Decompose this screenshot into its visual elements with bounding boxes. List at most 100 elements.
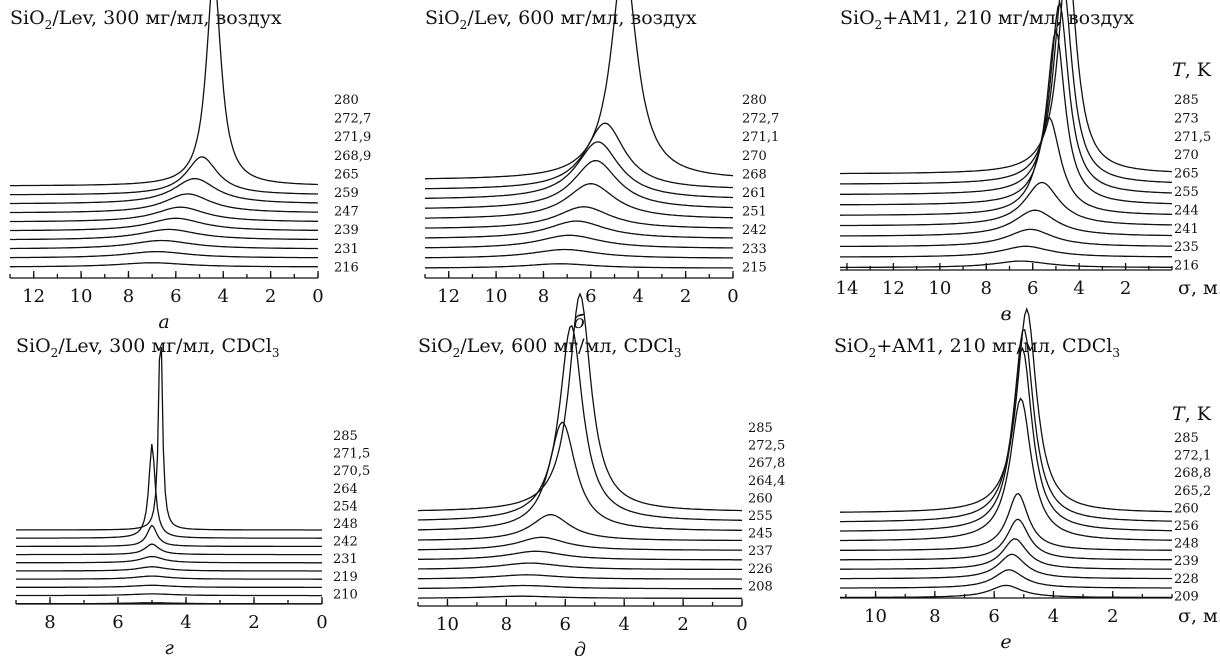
temperature-label: 272,7 <box>334 112 371 127</box>
panel-letter: а <box>158 311 169 333</box>
temperature-label: 272,7 <box>742 112 779 127</box>
temperature-label: 270 <box>1174 148 1199 163</box>
spectrum-curve-271-5 <box>16 443 322 539</box>
spectrum-curve-255 <box>840 181 1172 227</box>
spectrum-panel-4: SiO2/Lev, 300 мг/мл, CDCl3 285 271,5 270,5 2… <box>15 335 370 656</box>
spectrum-curve-265 <box>10 206 318 223</box>
temperature-label: 255 <box>1174 185 1199 200</box>
spectrum-curve-215 <box>425 263 733 269</box>
temperature-label: 239 <box>334 223 359 238</box>
panel-letter: е <box>1000 631 1011 653</box>
temperature-label: 248 <box>333 517 358 532</box>
spectrum-curve-267-8 <box>418 421 742 531</box>
x-tick-label: 8 <box>44 612 55 633</box>
spectrum-curve-280 <box>10 0 319 187</box>
spectrum-curve-265 <box>840 116 1173 216</box>
temperature-label: 255 <box>748 509 773 524</box>
temperature-label: 242 <box>742 223 767 238</box>
x-tick-label: 4 <box>218 286 229 307</box>
x-tick-label: 0 <box>312 286 323 307</box>
spectrum-curve-235 <box>840 245 1173 258</box>
spectrum-curve-271-9 <box>10 177 318 205</box>
spectrum-curve-272-5 <box>417 324 742 521</box>
spectrum-curve-268-8 <box>840 346 1173 532</box>
temperature-label: 271,1 <box>742 130 779 145</box>
x-tick-label: 2 <box>265 286 276 307</box>
temperature-label: 210 <box>333 587 358 602</box>
temperature-label: 259 <box>334 186 359 201</box>
spectrum-curve-259 <box>10 217 318 232</box>
temperature-label: 216 <box>1174 259 1199 274</box>
temperature-label: 247 <box>334 205 359 220</box>
spectrum-curve-272-7 <box>10 156 318 196</box>
x-tick-label: 8 <box>929 606 940 627</box>
temperature-label: 244 <box>1174 203 1199 218</box>
spectrum-curve-216 <box>10 262 319 268</box>
temperature-label: 228 <box>1174 572 1199 587</box>
spectrum-curve-216 <box>840 260 1172 269</box>
temperature-label: 285 <box>748 421 773 436</box>
spectrum-curve-272-7 <box>424 122 734 190</box>
temperature-label: 254 <box>333 499 358 514</box>
spectrum-curve-285 <box>15 346 322 531</box>
spectrum-curve-228 <box>840 569 1172 589</box>
temperature-label: 268 <box>742 167 767 182</box>
temperature-label: 265,2 <box>1174 484 1211 499</box>
temperature-label: 208 <box>748 579 773 594</box>
x-tick-label: 4 <box>180 612 191 633</box>
temperature-label: 267,8 <box>748 456 785 471</box>
spectrum-panel-1: SiO2/Lev, 300 мг/мл, воздух280272,7271,9… <box>9 0 371 333</box>
spectrum-curve-285 <box>417 292 743 512</box>
spectrum-curve-270 <box>425 159 734 209</box>
spectrum-curve-208 <box>418 595 742 599</box>
x-tick-label: 8 <box>981 278 992 299</box>
x-tick-label: 6 <box>1027 278 1038 299</box>
x-tick-label: 8 <box>123 286 134 307</box>
temperature-label: 239 <box>1174 554 1199 569</box>
temperature-label: 245 <box>748 527 773 542</box>
spectrum-curve-233 <box>425 248 733 259</box>
spectrum-curve-264 <box>16 543 322 556</box>
temperature-label: 233 <box>742 242 767 257</box>
x-tick-label: 0 <box>736 614 747 635</box>
x-tick-label: 2 <box>1107 606 1118 627</box>
spectrum-curve-248 <box>16 566 322 572</box>
temperature-label: 280 <box>742 93 767 108</box>
temperature-label: 271,5 <box>333 447 370 462</box>
spectrum-curve-241 <box>840 228 1173 248</box>
spectrum-curve-261 <box>424 206 734 229</box>
x-tick-label: 4 <box>1048 606 1059 627</box>
x-tick-label: 14 <box>836 278 859 299</box>
x-axis-unit: σ, м. д. <box>1178 605 1220 627</box>
x-tick-label: 6 <box>988 606 999 627</box>
temperature-label: 209 <box>1174 589 1199 604</box>
temperature-label: 268,8 <box>1174 466 1211 481</box>
x-tick-label: 6 <box>112 612 123 633</box>
x-axis-unit: σ, м. д. <box>1178 277 1220 299</box>
temperature-label: 271,9 <box>334 130 371 145</box>
x-tick-label: 4 <box>633 286 644 307</box>
x-tick-label: 2 <box>1120 278 1131 299</box>
temperature-label: 248 <box>1174 537 1199 552</box>
x-tick-label: 12 <box>882 278 905 299</box>
x-tick-label: 0 <box>727 286 738 307</box>
spectrum-curve-270 <box>840 28 1172 206</box>
temperature-label: 260 <box>1174 501 1199 516</box>
temperature-label: 272,5 <box>748 439 785 454</box>
panel-letter: д <box>574 639 586 656</box>
x-tick-label: 2 <box>248 612 259 633</box>
panel-title: SiO2/Lev, 600 мг/мл, воздух <box>425 7 697 32</box>
x-tick-label: 2 <box>680 286 691 307</box>
spectrum-curve-209 <box>840 584 1172 599</box>
spectrum-curve-231 <box>10 250 318 259</box>
spectrum-curve-264-4 <box>418 514 742 542</box>
panel-title: SiO2+AM1, 210 мг/мл, CDCl3 <box>834 335 1120 360</box>
x-tick-label: 2 <box>677 614 688 635</box>
temperature-label: 216 <box>334 260 359 275</box>
spectrum-curve-270-5 <box>16 524 322 548</box>
x-tick-label: 12 <box>22 286 45 307</box>
temperature-label: 237 <box>748 544 773 559</box>
x-tick-label: 0 <box>316 612 327 633</box>
temperature-label: 226 <box>748 562 773 577</box>
